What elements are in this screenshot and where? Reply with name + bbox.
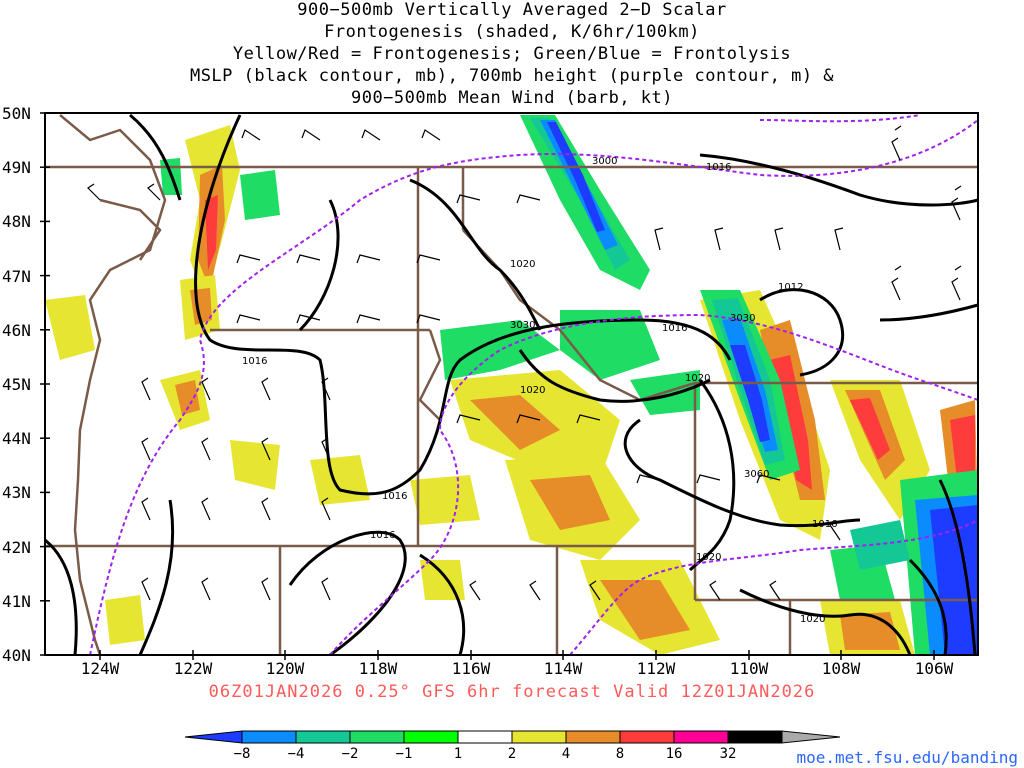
- latitude-label: 45N: [2, 375, 31, 394]
- credit-link[interactable]: moe.met.fsu.edu/banding: [796, 748, 1018, 767]
- latitude-label: 40N: [2, 646, 31, 665]
- longitude-label: 124W: [80, 659, 120, 678]
- mslp-label: 1012: [778, 282, 803, 293]
- mslp-label: 1020: [696, 552, 721, 563]
- longitude-label: 108W: [821, 659, 861, 678]
- latitude-label: 42N: [2, 537, 31, 557]
- latitude-label: 49N: [2, 158, 31, 178]
- colorbar-label: −1: [395, 746, 413, 762]
- colorbar-swatch: [565, 730, 621, 744]
- colorbar-label: 2: [507, 746, 517, 762]
- colorbar-swatch: [457, 730, 513, 744]
- height-label: 3000: [592, 156, 617, 167]
- height-label: 3030: [730, 313, 755, 324]
- latitude-label: 48N: [2, 212, 31, 232]
- colorbar-label: 8: [615, 746, 625, 762]
- mslp-contours: [44, 113, 979, 657]
- longitude-label: 120W: [265, 659, 305, 678]
- colorbar: [184, 730, 841, 744]
- longitude-label: 116W: [451, 659, 491, 678]
- latitude-label: 44N: [2, 429, 31, 449]
- mslp-label: 1016: [812, 519, 837, 530]
- longitude-label: 106W: [914, 659, 954, 678]
- mslp-label: 1020: [510, 259, 535, 270]
- colorbar-label: 32: [719, 746, 737, 762]
- height-label: 3060: [744, 469, 769, 480]
- longitude-label: 122W: [173, 659, 213, 678]
- mslp-label: 1016: [662, 323, 687, 334]
- title-line-1: 900−500mb Vertically Averaged 2−D Scalar: [297, 0, 727, 20]
- colorbar-swatch: [511, 730, 567, 744]
- title-line-2: Frontogenesis (shaded, K/6hr/100km): [324, 22, 700, 42]
- title-line-4: MSLP (black contour, mb), 700mb height (…: [189, 66, 835, 86]
- mslp-label: 1016: [370, 530, 395, 541]
- longitude-label: 110W: [729, 659, 769, 678]
- longitude-label: 118W: [358, 659, 398, 678]
- colorbar-label: −4: [287, 746, 305, 762]
- colorbar-swatch: [727, 730, 783, 744]
- latitude-label: 46N: [2, 320, 31, 340]
- colorbar-swatch: [349, 730, 405, 744]
- latitude-label: 50N: [2, 104, 31, 123]
- mslp-label: 1016: [706, 162, 731, 173]
- axis-ticks: [40, 112, 935, 660]
- colorbar-label: 4: [561, 746, 571, 762]
- contour-labels: 1016 1020 1016 1020 1016 1012 1020 1016 …: [242, 156, 837, 625]
- frontolysis-shading: [160, 115, 978, 655]
- height-label: 3030: [510, 320, 535, 331]
- longitude-label: 112W: [636, 659, 676, 678]
- mslp-label: 1016: [382, 491, 407, 502]
- colorbar-swatch: [295, 730, 351, 744]
- state-borders: [45, 165, 978, 655]
- title-line-3: Yellow/Red = Frontogenesis; Green/Blue =…: [232, 44, 792, 64]
- colorbar-swatch: [619, 730, 675, 744]
- forecast-caption: 06Z01JAN2026 0.25° GFS 6hr forecast Vali…: [208, 682, 816, 702]
- longitude-label: 114W: [543, 659, 583, 678]
- colorbar-swatch: [673, 730, 729, 744]
- colorbar-arrow-left: [184, 730, 243, 744]
- mslp-label: 1020: [800, 614, 825, 625]
- latitude-label: 43N: [2, 483, 31, 503]
- latitude-label: 47N: [2, 266, 31, 286]
- wind-barbs: [87, 125, 962, 601]
- colorbar-label: −8: [233, 746, 251, 762]
- mslp-label: 1016: [242, 356, 267, 367]
- title-line-5: 900−500mb Mean Wind (barb, kt): [350, 88, 674, 108]
- latitude-label: 41N: [2, 591, 31, 611]
- height-contours: [89, 114, 979, 656]
- colorbar-swatch: [403, 730, 459, 744]
- colorbar-label: −2: [341, 746, 359, 762]
- colorbar-label: 1: [453, 746, 463, 762]
- colorbar-swatch: [241, 730, 297, 744]
- mslp-label: 1020: [520, 385, 545, 396]
- coastline: [59, 114, 167, 656]
- colorbar-arrow-right: [781, 730, 841, 744]
- colorbar-label: 16: [665, 746, 683, 762]
- mslp-label: 1020: [685, 373, 710, 384]
